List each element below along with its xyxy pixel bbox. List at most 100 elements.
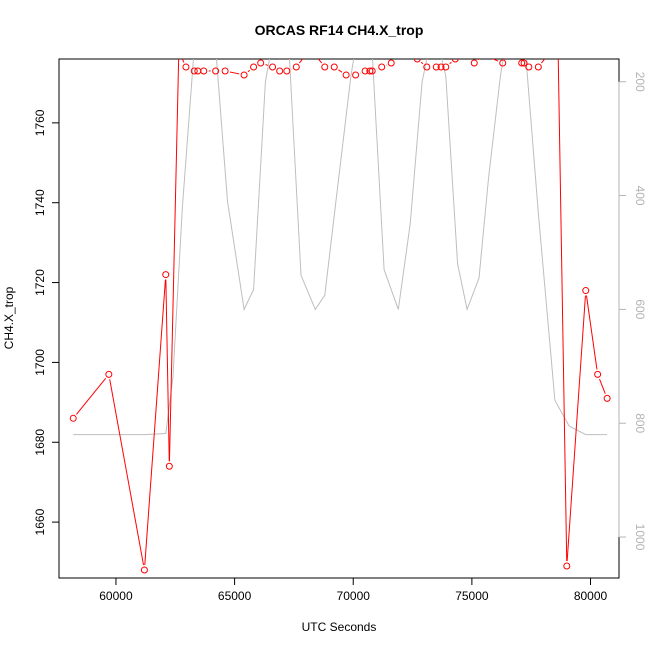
ch4-point	[276, 67, 284, 75]
ch4-segment	[165, 279, 170, 462]
ch4-point	[470, 59, 478, 67]
ch4-point	[140, 566, 148, 574]
ch4-segment	[505, 47, 512, 58]
ch4-point	[437, 63, 445, 71]
ch4-segment	[393, 44, 399, 59]
y-tick-label: 1720	[33, 269, 47, 296]
ch4-point	[451, 59, 459, 63]
y-tick-label: 1680	[33, 429, 47, 456]
x-tick-label: 70000	[337, 589, 371, 603]
ch4-point	[442, 63, 450, 71]
ch4-point	[387, 59, 395, 67]
pressure-line	[73, 59, 608, 436]
ch4-point	[292, 63, 300, 71]
ch4-point	[221, 67, 229, 75]
y2-tick-label: 800	[633, 413, 647, 433]
ch4-point	[534, 63, 542, 71]
y-tick-label: 1760	[33, 109, 47, 136]
ch4-segment	[549, 8, 557, 50]
ch4-point	[462, 48, 468, 54]
chart-title: ORCAS RF14 CH4.X_trop	[255, 22, 424, 38]
x-tick-label: 75000	[455, 589, 489, 603]
ch4-point	[190, 67, 198, 75]
ch4-point	[212, 67, 220, 75]
x-axis: 60000 65000 70000 75000 80000	[99, 577, 608, 603]
ch4-point	[105, 370, 113, 378]
ch4-segment	[566, 295, 586, 562]
ch4-point	[499, 59, 507, 67]
ch4-point	[342, 71, 350, 79]
ch4-segment	[477, 59, 480, 61]
ch4-segment	[404, 43, 414, 55]
ch4-segment	[557, 59, 568, 562]
ch4-point	[520, 59, 528, 67]
plot-box	[58, 58, 620, 579]
ch4-point	[378, 63, 386, 71]
ch4-point	[361, 67, 369, 75]
ch4-point	[182, 63, 190, 71]
ch4-point	[594, 370, 602, 378]
ch4-segment	[459, 54, 461, 56]
ch4-segment	[317, 59, 323, 64]
x-tick-label: 65000	[218, 589, 252, 603]
ch4-segment	[338, 69, 343, 73]
ch4-point	[269, 63, 277, 71]
ch4-segment	[229, 71, 240, 75]
ch4-point	[512, 40, 518, 46]
ch4-point	[603, 394, 611, 402]
y2-tick-label: 400	[633, 186, 647, 206]
ch4-point	[240, 71, 248, 79]
ch4-segment	[491, 59, 499, 62]
ch4-point	[432, 63, 440, 71]
ch4-segment	[585, 295, 598, 370]
ch4-point	[554, 0, 560, 6]
ch4-point	[518, 59, 526, 67]
ch4-segment	[449, 61, 452, 65]
x-axis-title: UTC Seconds	[302, 620, 377, 634]
y2-axis: 200 400 600 800 1000	[618, 72, 647, 551]
ch4-segment	[299, 59, 304, 64]
ch4-point	[352, 71, 360, 79]
y2-tick-label: 1000	[633, 524, 647, 551]
y2-tick-label: 200	[633, 72, 647, 92]
ch4-point	[366, 67, 374, 75]
ch4-point	[481, 52, 487, 58]
ch4-point	[283, 67, 291, 75]
ch4-point	[312, 52, 318, 58]
ch4-segment	[144, 279, 166, 566]
ch4-point	[162, 271, 170, 279]
ch4-segment	[599, 378, 606, 394]
ch4-point	[582, 287, 590, 295]
ch4-point	[423, 63, 431, 71]
ch4-point	[176, 48, 182, 54]
ch4-segment	[265, 64, 268, 66]
ch4-point	[257, 59, 265, 67]
y-tick-label: 1700	[33, 349, 47, 376]
ch4-series	[69, 0, 611, 574]
y2-tick-label: 600	[633, 299, 647, 319]
ch4-segment	[109, 379, 145, 566]
x-tick-label: 80000	[574, 589, 608, 603]
ch4-point	[563, 562, 571, 570]
ch4-segment	[75, 377, 107, 415]
ch4-point	[250, 63, 258, 71]
y-tick-label: 1740	[33, 189, 47, 216]
ch4-point	[368, 67, 376, 75]
pressure-series	[73, 59, 608, 436]
ch4-point	[330, 63, 338, 71]
ch4-segment	[181, 59, 185, 63]
y-tick-label: 1660	[33, 508, 47, 535]
ch4-segment	[420, 61, 424, 65]
ch4-point	[413, 59, 421, 63]
y-axis: 1660 1680 1700 1720 1740 1760	[33, 109, 60, 535]
ch4-segment	[541, 59, 546, 64]
ch4-point	[303, 52, 309, 58]
ch4-point	[200, 67, 208, 75]
ch4-point	[194, 67, 202, 75]
x-tick-label: 60000	[99, 589, 133, 603]
ch4-segment	[516, 48, 520, 59]
ch4-point	[525, 63, 533, 71]
ch4-segment	[247, 69, 251, 73]
ch4-segment	[470, 59, 472, 60]
